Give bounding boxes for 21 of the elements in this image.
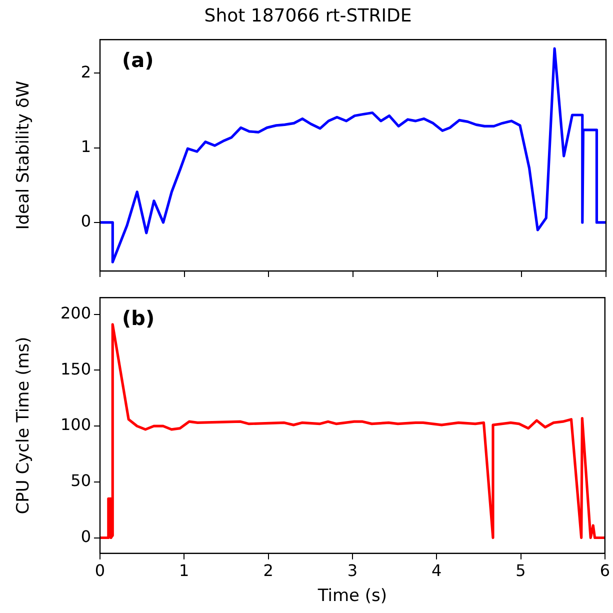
- x-axis-title: Time (s): [316, 586, 388, 606]
- y-tick-label: 50: [70, 471, 91, 490]
- y-axis-title: Ideal Stability δW: [14, 80, 34, 230]
- y-tick-label: 200: [60, 304, 91, 323]
- x-tick-label: 0: [94, 561, 106, 580]
- y-tick-label: 1: [80, 136, 91, 156]
- x-tick-label: 6: [600, 561, 610, 580]
- y-tick-label: 0: [80, 526, 91, 546]
- x-tick-label: 1: [179, 561, 190, 580]
- y-axis-title: CPU Cycle Time (ms): [14, 336, 34, 514]
- x-tick-label: 2: [263, 561, 274, 580]
- x-tick-label: 5: [516, 561, 526, 580]
- y-tick-label: 100: [60, 415, 91, 434]
- annotation: (a): [122, 48, 154, 72]
- y-tick-label: 150: [60, 359, 91, 378]
- annotation: (b): [122, 306, 155, 330]
- x-tick-label: 4: [432, 561, 442, 580]
- x-tick-label: 3: [347, 561, 358, 580]
- y-tick-label: 2: [80, 62, 91, 82]
- y-tick-label: 0: [80, 212, 91, 231]
- chart-title: Shot 187066 rt-STRIDE: [204, 5, 412, 26]
